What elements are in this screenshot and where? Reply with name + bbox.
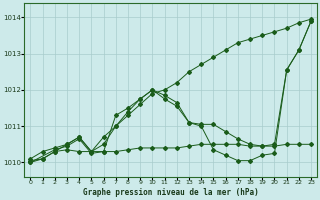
X-axis label: Graphe pression niveau de la mer (hPa): Graphe pression niveau de la mer (hPa) bbox=[83, 188, 259, 197]
